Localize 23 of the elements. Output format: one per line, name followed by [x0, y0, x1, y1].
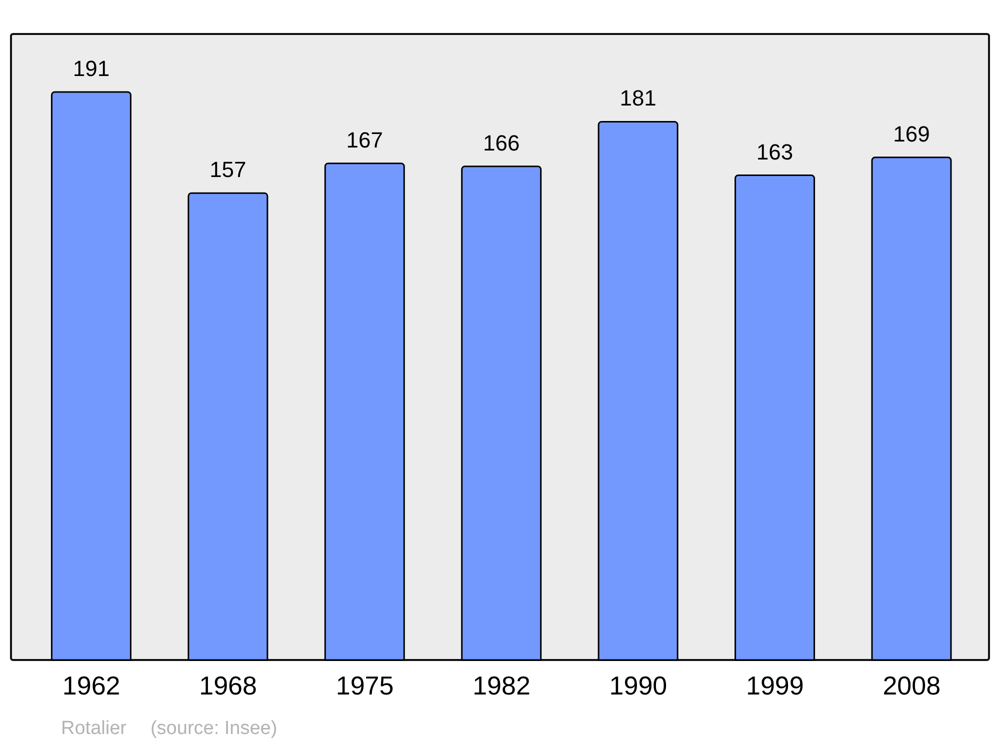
x-tick-label: 1982	[472, 670, 530, 700]
bar	[871, 156, 952, 661]
bar	[188, 192, 268, 661]
bar	[461, 166, 542, 661]
text: (source: Insee)	[150, 718, 278, 740]
x-tick-label: 1962	[62, 670, 120, 700]
data-label: 169	[893, 121, 930, 146]
bar	[734, 174, 816, 661]
data-label: 157	[210, 157, 246, 182]
bar	[50, 91, 132, 661]
data-label: 167	[346, 127, 383, 152]
x-tick-label: 1968	[199, 670, 257, 700]
x-tick-label: 1999	[746, 670, 804, 700]
bar	[324, 162, 405, 661]
x-tick-label: 1975	[336, 670, 394, 700]
data-label: 163	[756, 139, 794, 164]
bar	[598, 120, 678, 661]
data-label: 166	[482, 130, 520, 156]
data-label: 181	[620, 86, 656, 111]
x-tick-label: 2008	[882, 670, 941, 700]
data-label: 191	[72, 56, 110, 81]
text: Rotalier	[61, 718, 126, 740]
x-tick-label: 1990	[609, 670, 668, 700]
